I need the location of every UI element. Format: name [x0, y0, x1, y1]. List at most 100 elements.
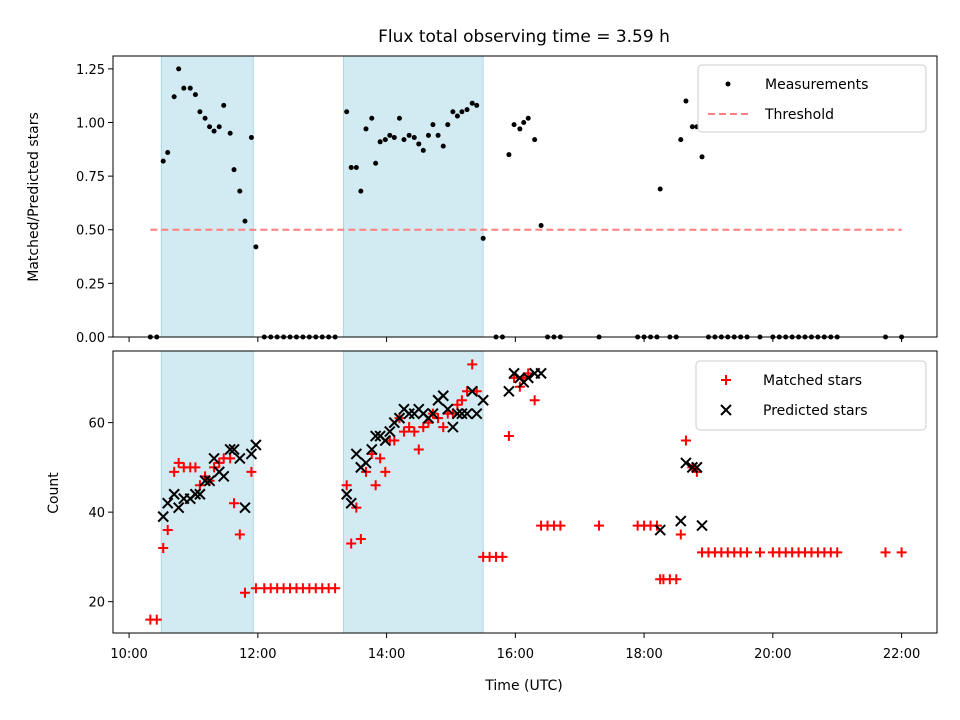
- top-y-tick-label: 0.25: [76, 277, 105, 292]
- predicted-star-point: [199, 475, 211, 487]
- predicted-star-point: [503, 385, 515, 397]
- predicted-star-point: [379, 434, 392, 447]
- measurement-point: [237, 188, 243, 194]
- predicted-star-point: [442, 403, 454, 415]
- measurement-point: [532, 137, 538, 143]
- bottom-legend: Matched stars Predicted stars: [695, 360, 927, 431]
- measurement-point: [373, 160, 379, 166]
- measurement-point: [221, 102, 227, 108]
- matched-star-point: [594, 520, 605, 531]
- matched-star-point: [375, 453, 386, 464]
- matched-star-point: [234, 529, 245, 540]
- measurement-point: [207, 124, 213, 130]
- bottom-shaded-interval-2: [342, 350, 484, 634]
- predicted-star-point: [366, 443, 378, 456]
- measurement-point: [474, 102, 480, 108]
- measurement-point: [231, 167, 237, 173]
- measurement-point: [192, 92, 198, 98]
- bottom-series-predicted-stars: [157, 367, 708, 536]
- matched-star-point: [418, 422, 429, 433]
- bottom-y-tick-label: 60: [88, 417, 105, 432]
- top-y-tick-label: 0.75: [76, 170, 105, 185]
- predicted-star-point: [522, 372, 534, 384]
- legend-measurements-swatch: [725, 81, 731, 87]
- top-shaded-intervals: [160, 55, 484, 338]
- predicted-star-point: [686, 461, 699, 474]
- matched-star-point: [173, 457, 184, 468]
- measurement-point: [425, 132, 431, 138]
- predicted-star-point: [654, 524, 666, 536]
- predicted-star-point: [535, 367, 547, 380]
- measurement-point: [348, 165, 354, 171]
- measurement-point: [377, 139, 383, 145]
- x-tick-label: 10:00: [110, 647, 147, 662]
- legend-predicted-stars-swatch: [720, 404, 732, 416]
- measurement-point: [176, 66, 182, 72]
- predicted-star-point: [471, 407, 483, 420]
- measurement-point: [187, 85, 193, 91]
- x-tick-label: 20:00: [754, 647, 791, 662]
- top-y-axis-label: Matched/Predicted stars: [26, 112, 42, 282]
- predicted-star-point: [218, 470, 230, 483]
- predicted-star-point: [157, 510, 169, 523]
- top-y-tick-label: 1.25: [76, 63, 105, 78]
- measurement-point: [406, 132, 412, 138]
- matched-star-point: [239, 587, 250, 598]
- top-y-tick-label: 1.00: [76, 116, 105, 131]
- bottom-y-tick-label: 40: [88, 506, 105, 521]
- measurement-point: [216, 124, 222, 130]
- matched-star-point: [675, 529, 686, 540]
- measurement-point: [435, 132, 441, 138]
- top-panel: Matched/Predicted stars 0.00 0.25 0.50 0.75…: [26, 55, 938, 346]
- legend-label-measurements: Measurements: [765, 77, 868, 93]
- measurement-point: [469, 100, 475, 106]
- predicted-star-point: [234, 452, 246, 465]
- matched-star-point: [671, 574, 682, 585]
- measurement-point: [165, 150, 171, 156]
- legend-label-matched-stars: Matched stars: [763, 373, 862, 389]
- matched-star-point: [250, 583, 261, 594]
- predicted-star-point: [691, 461, 703, 474]
- predicted-star-point: [239, 501, 251, 514]
- measurement-point: [401, 137, 407, 143]
- matched-star-point: [438, 422, 449, 433]
- top-shaded-interval-2: [342, 55, 484, 338]
- bottom-axes: 20 40 60 10:00 12:00 14:00 16:00 18:00 20:00 22:0…: [88, 350, 938, 662]
- measurement-point: [382, 137, 388, 143]
- matched-star-point: [162, 525, 173, 536]
- predicted-star-point: [350, 448, 363, 460]
- bottom-y-axis-label: Count: [46, 472, 62, 514]
- measurement-point: [387, 132, 393, 138]
- predicted-star-point: [696, 519, 708, 532]
- predicted-star-point: [427, 407, 439, 420]
- top-legend: Measurements Threshold: [697, 64, 927, 133]
- matched-star-point: [404, 422, 415, 433]
- matched-star-point: [529, 395, 540, 406]
- matched-star-point: [880, 547, 891, 558]
- x-tick-label: 16:00: [497, 647, 534, 662]
- matched-star-point: [398, 426, 409, 437]
- predicted-star-point: [466, 385, 478, 397]
- top-axes-frame: [112, 55, 938, 338]
- measurement-point: [211, 128, 217, 134]
- measurement-point: [517, 126, 523, 132]
- measurement-point: [242, 218, 248, 224]
- measurement-point: [353, 165, 359, 171]
- x-tick-label: 12:00: [239, 647, 276, 662]
- legend-label-threshold: Threshold: [764, 107, 834, 123]
- matched-star-point: [246, 466, 257, 477]
- predicted-star-point: [456, 407, 468, 420]
- predicted-star-point: [393, 412, 406, 424]
- top-y-tick-label: 0.00: [76, 331, 105, 346]
- bottom-panel: Count 20 40 60 10:00 12:00 14:00 16:00 18:00 20:…: [46, 350, 938, 662]
- chart-title: Flux total observing time = 3.59 h: [378, 27, 670, 47]
- measurement-point: [411, 135, 417, 141]
- x-tick-label: 22:00: [883, 647, 920, 662]
- measurement-point: [459, 109, 465, 115]
- measurement-point: [689, 124, 695, 130]
- matched-star-point: [452, 399, 463, 410]
- x-tick-label: 14:00: [368, 647, 405, 662]
- matched-star-point: [225, 453, 236, 464]
- predicted-star-point: [403, 407, 415, 420]
- predicted-star-point: [340, 488, 353, 500]
